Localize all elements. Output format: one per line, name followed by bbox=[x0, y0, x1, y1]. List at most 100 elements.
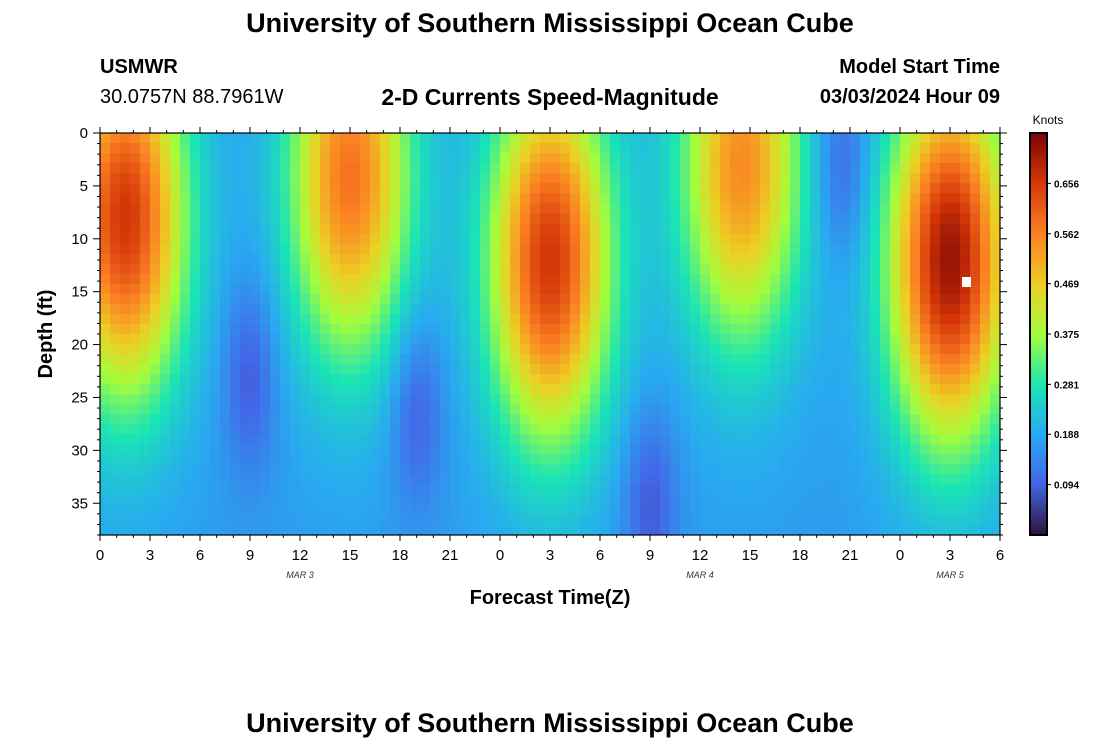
heatmap-cell bbox=[120, 293, 131, 305]
heatmap-cell bbox=[580, 263, 591, 275]
heatmap-cell bbox=[760, 454, 771, 466]
heatmap-cell bbox=[100, 293, 111, 305]
heatmap-cell bbox=[850, 183, 861, 194]
heatmap-cell bbox=[110, 183, 121, 194]
heatmap-cell bbox=[910, 273, 921, 285]
colorbar-swatch bbox=[1030, 430, 1047, 435]
heatmap-cell bbox=[640, 233, 651, 245]
heatmap-cell bbox=[890, 163, 901, 174]
heatmap-cell bbox=[740, 524, 751, 536]
heatmap-cell bbox=[440, 213, 451, 224]
heatmap-cell bbox=[660, 434, 671, 446]
heatmap-cell bbox=[620, 133, 631, 144]
heatmap-cell bbox=[580, 163, 591, 174]
heatmap-cell bbox=[620, 434, 631, 446]
heatmap-cell bbox=[460, 404, 471, 415]
heatmap-cell bbox=[720, 233, 731, 245]
heatmap-cell bbox=[960, 143, 971, 154]
heatmap-cell bbox=[860, 313, 871, 325]
heatmap-cell bbox=[900, 143, 911, 154]
heatmap-cell bbox=[870, 143, 881, 154]
heatmap-cell bbox=[950, 394, 961, 405]
heatmap-cell bbox=[680, 354, 691, 365]
heatmap-cell bbox=[130, 494, 141, 506]
heatmap-cell bbox=[660, 504, 671, 516]
heatmap-cell bbox=[580, 173, 591, 184]
heatmap-cell bbox=[950, 414, 961, 425]
colorbar-swatch bbox=[1030, 354, 1047, 359]
heatmap-cell bbox=[280, 514, 291, 526]
heatmap-cell bbox=[260, 384, 271, 395]
heatmap-cell bbox=[910, 183, 921, 194]
heatmap-cell bbox=[950, 354, 961, 365]
heatmap-cell bbox=[320, 334, 331, 345]
heatmap-cell bbox=[150, 524, 161, 536]
heatmap-cell bbox=[550, 253, 561, 265]
heatmap-cell bbox=[920, 404, 931, 415]
heatmap-cell bbox=[940, 283, 951, 295]
heatmap-cell bbox=[930, 213, 941, 224]
heatmap-cell bbox=[110, 394, 121, 405]
heatmap-cell bbox=[290, 404, 301, 415]
heatmap-cell bbox=[520, 364, 531, 375]
heatmap-cell bbox=[840, 434, 851, 446]
heatmap-cell bbox=[530, 303, 541, 315]
heatmap-cell bbox=[560, 424, 571, 435]
heatmap-cell bbox=[130, 213, 141, 224]
heatmap-cell bbox=[320, 354, 331, 365]
heatmap-cell bbox=[260, 173, 271, 184]
heatmap-cell bbox=[450, 263, 461, 275]
heatmap-cell bbox=[640, 273, 651, 285]
heatmap-cell bbox=[100, 173, 111, 184]
heatmap-cell bbox=[780, 143, 791, 154]
heatmap-cell bbox=[290, 484, 301, 496]
heatmap-cell bbox=[440, 354, 451, 365]
heatmap-cell bbox=[820, 293, 831, 305]
heatmap-cell bbox=[700, 394, 711, 405]
heatmap-cell bbox=[380, 153, 391, 164]
heatmap-cell bbox=[110, 494, 121, 506]
heatmap-cell bbox=[850, 384, 861, 395]
heatmap-cell bbox=[700, 484, 711, 496]
heatmap-cell bbox=[470, 253, 481, 265]
heatmap-cell bbox=[530, 434, 541, 446]
heatmap-cell bbox=[620, 283, 631, 295]
heatmap-cell bbox=[460, 153, 471, 164]
heatmap-cell bbox=[520, 524, 531, 536]
heatmap-cell bbox=[420, 474, 431, 486]
heatmap-cell bbox=[140, 474, 151, 486]
heatmap-cell bbox=[850, 233, 861, 245]
heatmap-cell bbox=[990, 494, 1001, 506]
heatmap-cell bbox=[210, 514, 221, 526]
heatmap-cell bbox=[880, 213, 891, 224]
heatmap-cell bbox=[800, 484, 811, 496]
heatmap-cell bbox=[450, 293, 461, 305]
heatmap-cell bbox=[260, 494, 271, 506]
heatmap-cell bbox=[740, 233, 751, 245]
heatmap-cell bbox=[710, 203, 721, 214]
heatmap-cell bbox=[470, 203, 481, 214]
heatmap-cell bbox=[350, 173, 361, 184]
heatmap-cell bbox=[350, 434, 361, 446]
heatmap-cell bbox=[690, 444, 701, 456]
heatmap-cell bbox=[160, 334, 171, 345]
heatmap-cell bbox=[350, 203, 361, 214]
y-tick-label: 0 bbox=[80, 125, 88, 142]
heatmap-cell bbox=[350, 163, 361, 174]
heatmap-cell bbox=[300, 203, 311, 214]
heatmap-cell bbox=[140, 494, 151, 506]
heatmap-cell bbox=[890, 143, 901, 154]
heatmap-cell bbox=[350, 263, 361, 275]
heatmap-cell bbox=[990, 243, 1001, 255]
heatmap-cell bbox=[710, 143, 721, 154]
heatmap-cell bbox=[630, 514, 641, 526]
heatmap-cell bbox=[730, 213, 741, 224]
model-start-value: 03/03/2024 Hour 09 bbox=[819, 86, 1000, 108]
heatmap-cell bbox=[190, 404, 201, 415]
heatmap-cell bbox=[780, 203, 791, 214]
heatmap-cell bbox=[280, 243, 291, 255]
heatmap-cell bbox=[170, 384, 181, 395]
heatmap-cell bbox=[630, 293, 641, 305]
heatmap-cell bbox=[470, 163, 481, 174]
heatmap-cell bbox=[490, 454, 501, 466]
